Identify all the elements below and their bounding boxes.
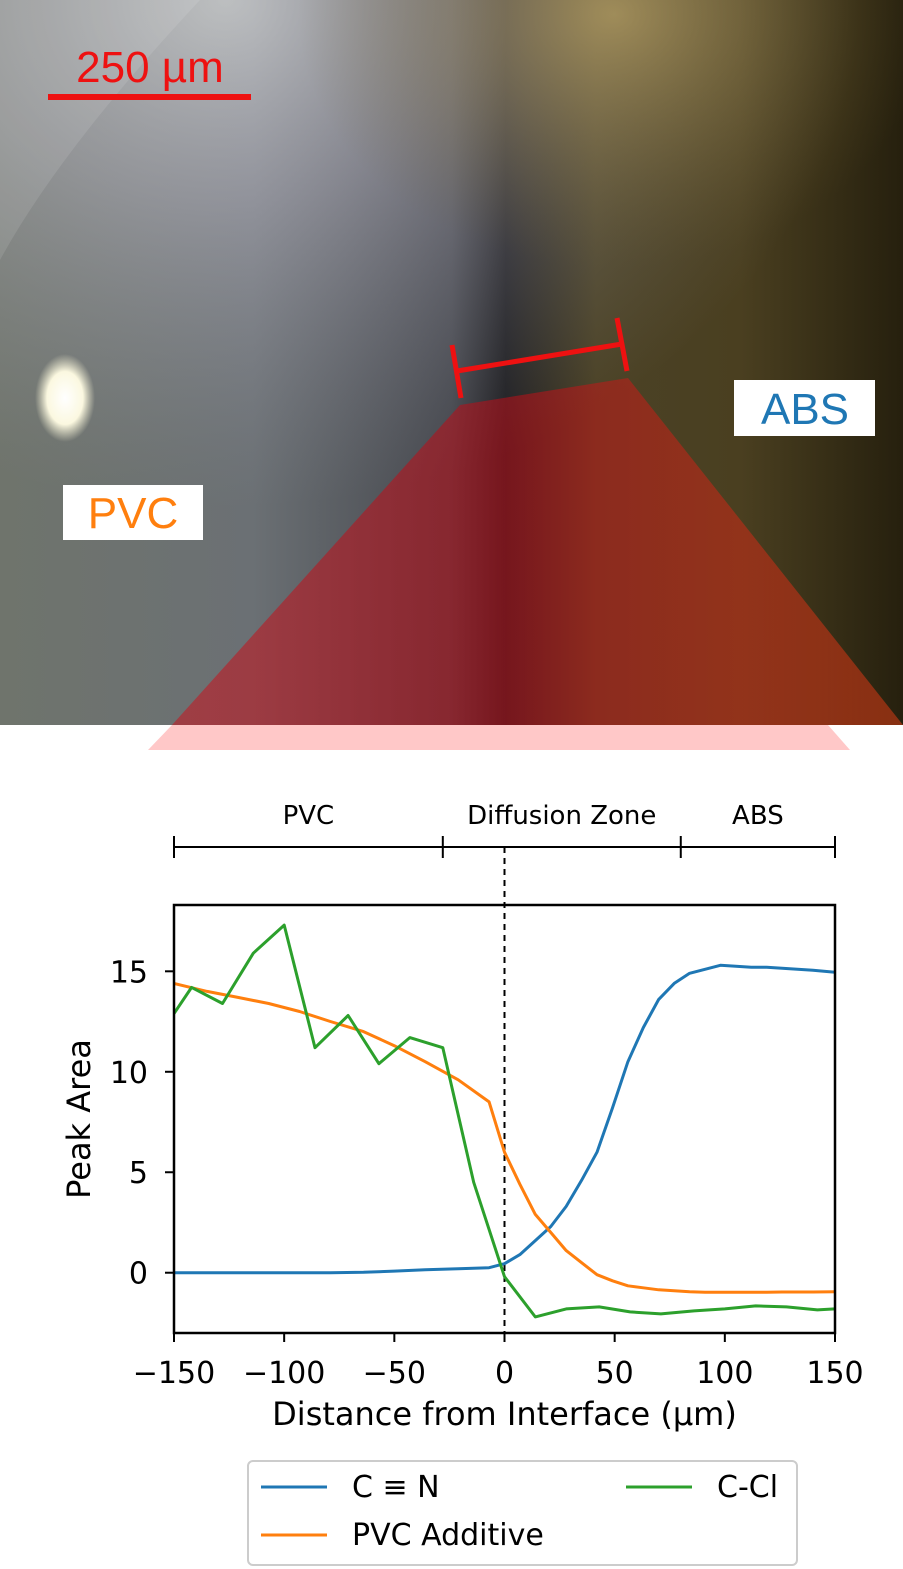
pvc-label: PVC <box>88 489 178 538</box>
x-axis-label: Distance from Interface (µm) <box>272 1395 737 1433</box>
y-tick-label: 10 <box>110 1056 148 1091</box>
series-line-0 <box>174 963 835 1275</box>
light-reflection-spot <box>35 354 95 442</box>
scale-bar-label: 250 µm <box>76 43 224 92</box>
laser-spot-projection <box>172 378 903 725</box>
legend-label-2: C-Cl <box>717 1470 778 1505</box>
pvc-label-box <box>63 485 203 540</box>
specimen-edge-shadow <box>0 0 200 260</box>
x-tick-label: 150 <box>806 1356 863 1391</box>
measurement-bracket <box>449 317 630 399</box>
x-tick-label: −50 <box>363 1356 426 1391</box>
peak-area-chart: −150 −100 −50 0 50 100 150 0 5 10 15 Distance from … <box>60 847 864 1433</box>
zone-label: PVC <box>283 801 335 831</box>
y-tick-label: 5 <box>129 1156 148 1191</box>
legend: C ≡ N PVC Additive C-Cl <box>247 1460 798 1566</box>
x-tick-label: 50 <box>596 1356 634 1391</box>
abs-label-box <box>734 380 875 436</box>
x-tick-label: 100 <box>696 1356 753 1391</box>
x-tick-label: −100 <box>243 1356 325 1391</box>
legend-label-1: PVC Additive <box>352 1518 544 1553</box>
zone-label: ABS <box>732 801 784 831</box>
y-tick-label: 15 <box>110 955 148 990</box>
micrograph <box>0 0 903 725</box>
legend-label-0: C ≡ N <box>352 1470 440 1505</box>
scale-bar <box>48 94 251 100</box>
series-group <box>174 923 835 1319</box>
series-line-1 <box>174 981 835 1294</box>
abs-label: ABS <box>761 385 849 434</box>
zone-label: Diffusion Zone <box>467 801 656 831</box>
y-axis-label: Peak Area <box>60 1039 98 1199</box>
y-tick-label: 0 <box>129 1257 148 1292</box>
projection-base <box>148 725 850 750</box>
zone-bar: PVC Diffusion Zone ABS <box>173 801 836 858</box>
x-tick-label: 0 <box>495 1356 514 1391</box>
series-line-2 <box>174 923 835 1319</box>
x-tick-label: −150 <box>133 1356 215 1391</box>
